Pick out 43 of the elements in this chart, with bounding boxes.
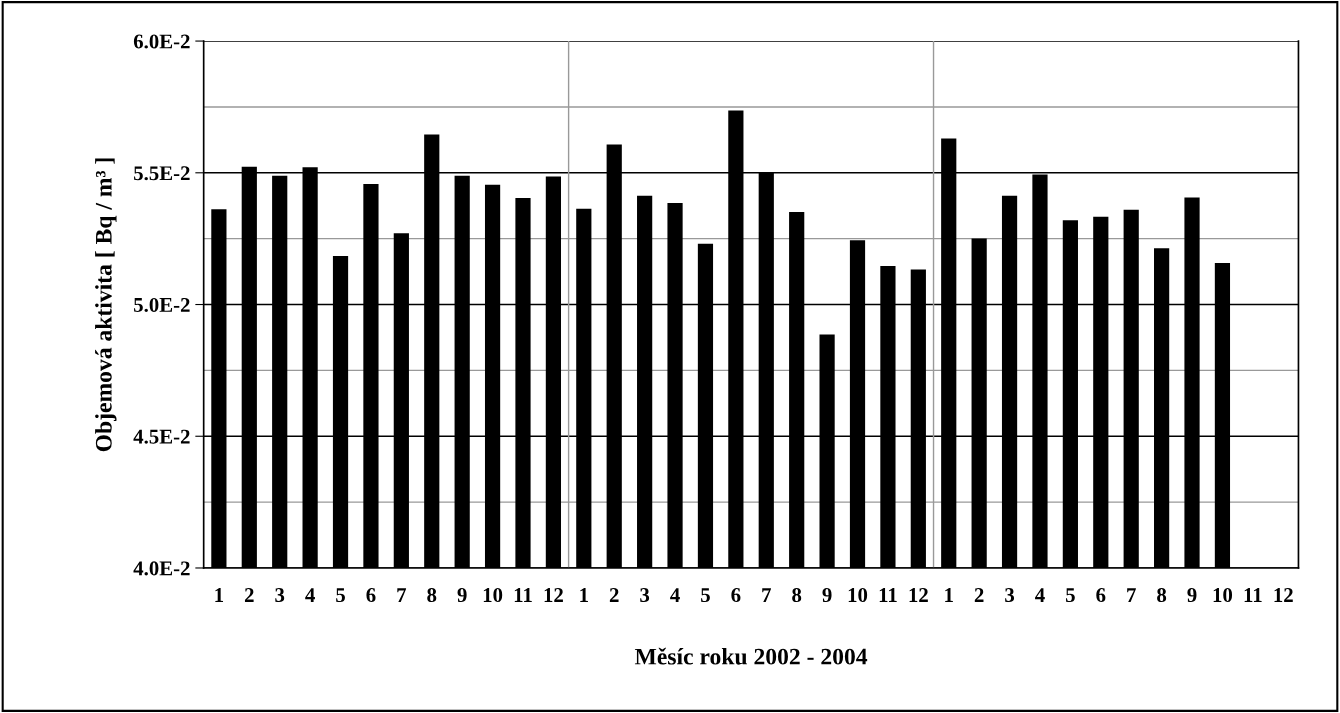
x-tick-label: 8 — [792, 588, 802, 603]
x-tick-label: 9 — [822, 588, 832, 603]
x-tick-label: 9 — [1187, 588, 1197, 603]
x-tick-label: 9 — [457, 588, 467, 603]
x-tick-label: 1 — [945, 588, 953, 602]
x-tick-label: 7 — [762, 588, 771, 602]
y-tick-label: 4.5E-2 — [133, 429, 190, 444]
x-tick-label: 12 — [1274, 588, 1293, 602]
x-tick-label: 4 — [670, 588, 680, 602]
x-tick-label: 8 — [427, 588, 437, 603]
x-tick-label: 1 — [580, 588, 588, 602]
x-tick-label: 11 — [514, 588, 532, 602]
x-tick-label: 7 — [397, 588, 407, 602]
y-tick-label: 6.0E-2 — [133, 34, 190, 49]
x-tick-label: 6 — [366, 588, 376, 603]
y-tick-label: 4.0E-2 — [133, 561, 190, 576]
x-tick-label: 5 — [336, 588, 345, 603]
x-tick-label: 3 — [1005, 588, 1015, 603]
x-tick-label: 1 — [215, 588, 224, 602]
x-tick-label: 5 — [701, 588, 710, 603]
x-tick-label: 10 — [848, 588, 868, 603]
x-tick-label: 2 — [609, 588, 619, 602]
x-axis-title: Měsíc roku 2002 - 2004 — [634, 647, 868, 665]
x-tick-label: 8 — [1157, 588, 1167, 603]
x-tick-label: 6 — [1096, 588, 1106, 603]
x-tick-label: 12 — [909, 588, 928, 602]
y-tick-label: 5.0E-2 — [134, 297, 190, 313]
y-tick-label: 5.5E-2 — [134, 166, 190, 181]
x-tick-label: 7 — [1127, 588, 1136, 602]
x-tick-label: 4 — [1035, 588, 1045, 602]
x-tick-label: 2 — [244, 588, 254, 602]
x-tick-label: 10 — [1213, 588, 1233, 603]
x-tick-label: 11 — [1244, 588, 1262, 602]
x-tick-label: 3 — [275, 588, 285, 603]
x-tick-label: 6 — [731, 588, 741, 603]
x-tick-label: 10 — [483, 588, 503, 603]
y-axis-title: Objemová aktivita [ Bq / m³ ] — [95, 158, 117, 452]
x-tick-label: 11 — [879, 588, 897, 602]
x-tick-label: 12 — [544, 588, 563, 602]
x-tick-label: 5 — [1066, 588, 1075, 603]
x-tick-label: 4 — [305, 588, 315, 602]
x-tick-label: 3 — [640, 588, 650, 603]
x-tick-label: 2 — [974, 588, 984, 602]
